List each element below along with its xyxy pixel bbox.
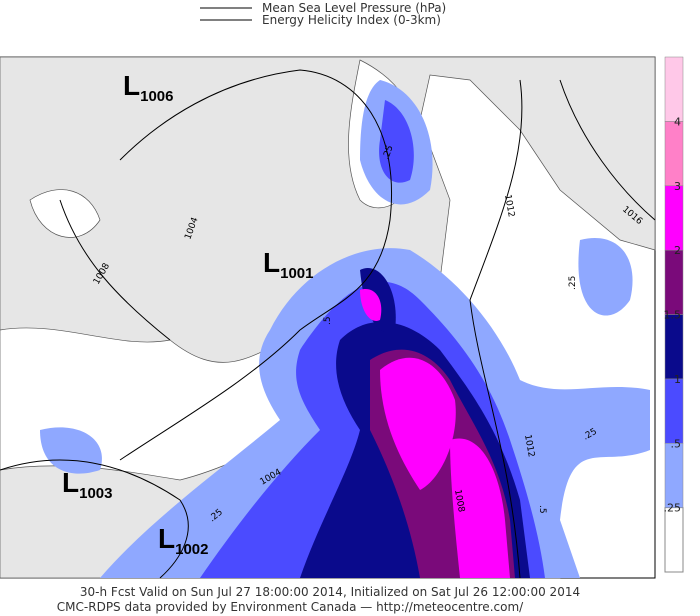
contour-label: 1012 xyxy=(522,434,536,458)
lows: L1006 L1001 L1003 L1002 xyxy=(62,70,313,558)
scale-label: 2 xyxy=(674,244,681,257)
contour-label: .5 xyxy=(537,505,547,514)
isobars xyxy=(0,69,656,579)
scale-swatch xyxy=(664,249,684,315)
scale-swatch xyxy=(664,507,684,573)
scale-swatch xyxy=(664,121,684,186)
scale-swatch xyxy=(664,185,684,251)
contour-label: .25 xyxy=(381,144,395,161)
scale-label: 4 xyxy=(674,115,681,128)
scale-swatch xyxy=(664,56,684,122)
contour-label: 1012 xyxy=(502,194,516,218)
low-label: L1006 xyxy=(123,70,173,105)
low-label: L1001 xyxy=(263,247,313,282)
scale-swatch xyxy=(664,443,684,508)
scale-label: 1 xyxy=(674,373,681,386)
scale-swatch xyxy=(664,378,684,444)
footer-text: 30-h Fcst Valid on Sun Jul 27 18:00:00 2… xyxy=(80,585,580,599)
scale-label: .5 xyxy=(671,437,682,450)
legend-text: Mean Sea Level Pressure (hPa) xyxy=(262,1,446,15)
low-label: L1003 xyxy=(62,467,112,502)
map: 1004 1008 1012 1016 1012 1008 1004 .25 .… xyxy=(0,56,656,579)
low-label: L1002 xyxy=(158,523,208,558)
contour-label: .25 xyxy=(568,276,578,290)
legend-text: Energy Helicity Index (0-3km) xyxy=(262,13,441,27)
contour-label: 1008 xyxy=(452,489,466,514)
color-scale: .25 .5 1 1.5 2 3 4 xyxy=(664,56,684,573)
contour-label: .5 xyxy=(323,316,333,325)
scale-label: .25 xyxy=(664,502,682,515)
scale-label: 1.5 xyxy=(664,309,682,322)
footer-text: CMC-RDPS data provided by Environment Ca… xyxy=(57,600,524,614)
precipitation xyxy=(40,80,650,579)
scale-swatch xyxy=(664,314,684,380)
scale-label: 3 xyxy=(674,180,681,193)
legend: Mean Sea Level Pressure (hPa) Energy Hel… xyxy=(200,1,446,27)
